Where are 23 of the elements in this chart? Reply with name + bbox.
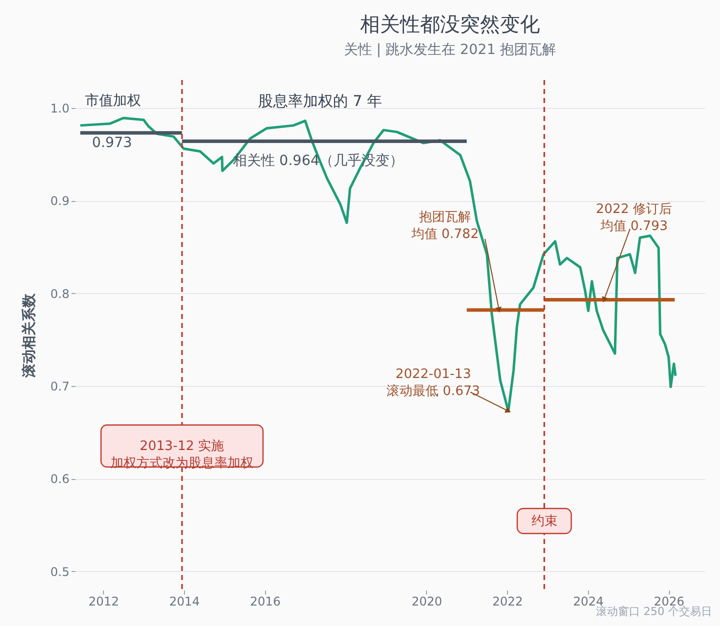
line-series [79, 116, 677, 413]
x-tick-label: 2012 [88, 594, 120, 608]
x-tick-label: 2016 [250, 594, 281, 608]
annotation: 2022 修订后均值 0.793 [596, 202, 672, 234]
annotation: 2022-01-13 滚动最低 0.673 [386, 367, 480, 400]
annotation: 0.973 [92, 135, 132, 151]
y-tick-label: 0.7 [50, 380, 70, 394]
y-tick-label: 0.8 [50, 286, 70, 301]
y-tick-label: 1.0 [50, 101, 70, 116]
x-tick-label: 2022 [492, 594, 523, 608]
x-tick-label: 2014 [169, 594, 200, 608]
annotation: 抱团瓦解均值 0.782 [410, 210, 479, 242]
y-tick-label: 0.9 [50, 194, 70, 208]
y-tick-label: 0.6 [50, 472, 70, 486]
annotation: 市值加权 [85, 93, 141, 109]
chart-title: 相关性都没突然变化 [360, 12, 540, 36]
chart-subtitle: 关性 | 跳水发生在 2021 抱团瓦解 [344, 42, 556, 58]
ref-line-label: 约束 [531, 514, 558, 529]
y-axis-title: 滚动相关系数 [20, 292, 38, 378]
text: 滚动窗口 250 个交易日 [596, 605, 712, 618]
x-tick-label: 2020 [412, 594, 442, 608]
y-tick-label: 0.5 [50, 564, 70, 579]
annotation: 股息率加权的 7 年 [258, 92, 382, 110]
